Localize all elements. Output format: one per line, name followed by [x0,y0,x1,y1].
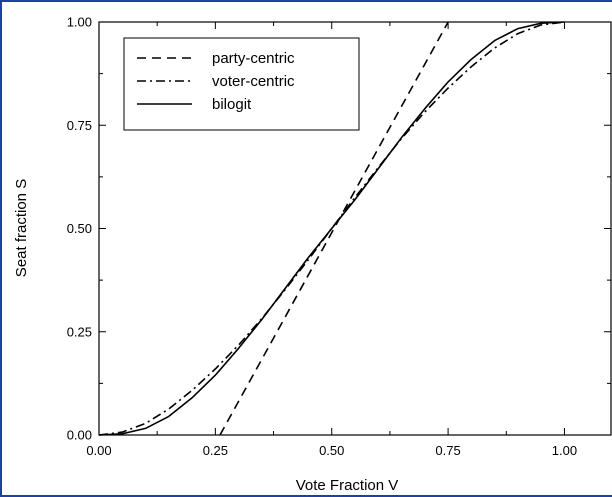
legend-box [123,37,360,131]
legend-label-voter-centric: voter-centric [212,73,295,90]
y-tick-label: 0.25 [67,324,92,339]
series-line-voter-centric [98,21,565,436]
y-tick-label: 0.50 [67,221,92,236]
y-tick-label: 1.00 [67,15,92,30]
x-tick-label: 0.75 [435,443,460,458]
legend: party-centric voter-centric bilogit [123,37,360,131]
y-tick-label: 0.75 [67,118,92,133]
tick-labels: 0.00 0.25 0.50 0.75 1.00 0.00 0.25 0.50 0.75 1.00 [67,15,577,459]
series-line-party-centric [219,21,449,436]
x-tick-label: 0.50 [319,443,344,458]
axis-ticks [98,21,611,436]
x-tick-label: 0.25 [203,443,228,458]
x-axis-title: Vote Fraction V [296,477,399,494]
x-tick-label: 1.00 [552,443,577,458]
legend-label-bilogit: bilogit [212,96,252,113]
y-tick-label: 0.00 [67,428,92,443]
x-tick-label: 0.00 [86,443,111,458]
y-axis-title: Seat fraction S [13,179,30,277]
series-line-bilogit [98,21,565,436]
series-layer [98,21,565,436]
legend-label-party-centric: party-centric [212,50,295,67]
